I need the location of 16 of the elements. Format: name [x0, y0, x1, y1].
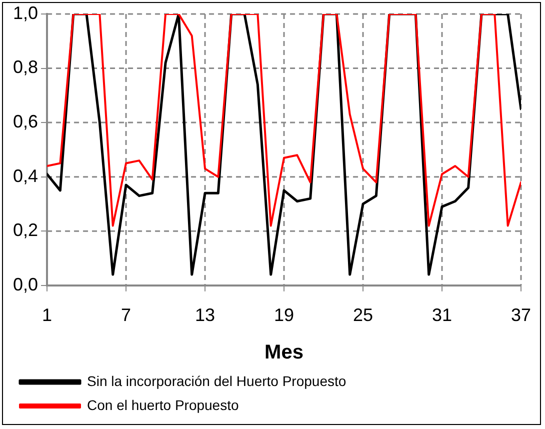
x-tick-label: 19 [274, 305, 294, 326]
y-tick-label: 0,2 [12, 220, 38, 240]
x-tick-label: 37 [510, 305, 532, 326]
x-axis-title: Mes [264, 342, 304, 364]
legend-label: Con el huerto Propuesto [87, 396, 239, 413]
y-tick-label: 0,4 [12, 166, 38, 186]
x-tick-label: 7 [121, 305, 132, 326]
x-tick-label: 13 [194, 305, 216, 326]
y-tick-label: 0,8 [12, 57, 38, 78]
x-tick-label: 1 [42, 305, 52, 326]
legend-label: Sin la incorporación del Huerto Propuesto [87, 372, 346, 389]
x-tick-label: 25 [352, 305, 374, 326]
y-tick-label: 0,6 [12, 112, 38, 132]
y-tick-label: 0,0 [12, 274, 38, 294]
y-tick-label: 1,0 [12, 2, 38, 23]
x-tick-label: 31 [432, 305, 452, 326]
